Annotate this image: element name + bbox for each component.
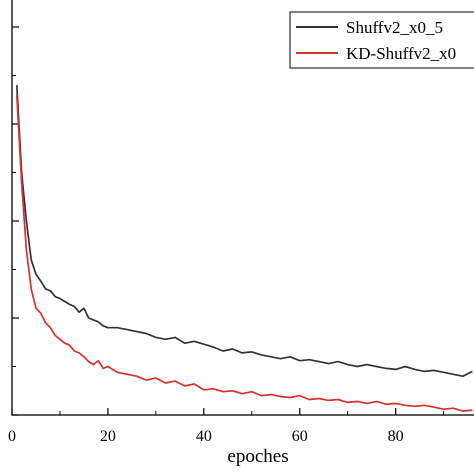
legend-label-shuffv2: Shuffv2_x0_5 xyxy=(346,18,443,37)
series-lines xyxy=(15,85,473,412)
series-line-shuffv2 xyxy=(15,85,473,378)
legend: Shuffv2_x0_5 KD-Shuffv2_x0 xyxy=(289,11,474,69)
x-tick-label: 0 xyxy=(8,428,16,445)
legend-box xyxy=(289,11,474,69)
legend-label-kd-shuffv2: KD-Shuffv2_x0 xyxy=(346,44,456,63)
x-axis-title: epoches xyxy=(227,446,288,467)
series-line-kd-shuffv2 xyxy=(15,94,473,412)
x-tick-label: 20 xyxy=(100,428,116,445)
plot-frame xyxy=(11,0,474,416)
axis-tick-labels: 0 20 40 60 80 xyxy=(8,428,404,445)
x-tick-label: 40 xyxy=(196,428,212,445)
x-tick-label: 80 xyxy=(388,428,404,445)
axis-ticks xyxy=(11,26,445,416)
x-tick-label: 60 xyxy=(292,428,308,445)
